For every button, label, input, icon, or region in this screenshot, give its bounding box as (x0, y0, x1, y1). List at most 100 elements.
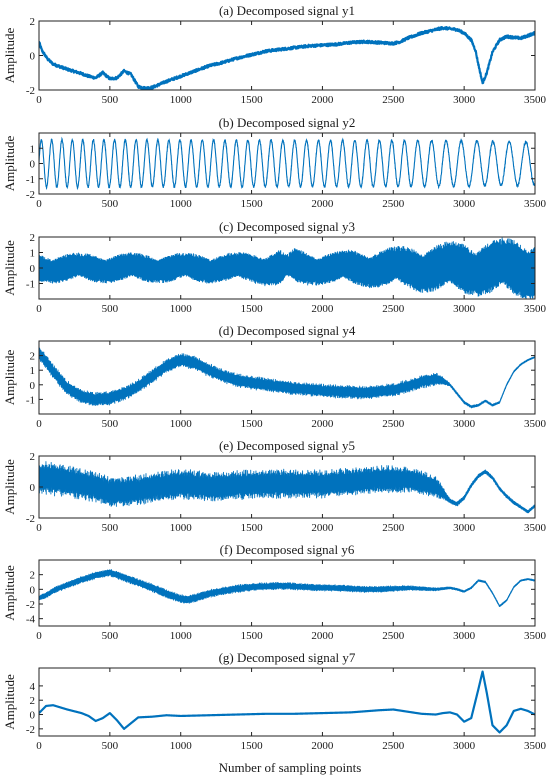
x-tick-label: 3000 (453, 198, 476, 210)
x-tick-label: 2500 (382, 198, 405, 210)
panel-g: (g) Decomposed signal y7 0 500 1000 1500 2000… (2, 650, 547, 752)
panel-a: (a) Decomposed signal y1 0 500 1000 1500 2000… (2, 3, 547, 106)
x-tick-label: 1500 (241, 94, 264, 106)
x-tick-label: 1500 (241, 418, 264, 430)
x-tick-label: 1000 (170, 303, 193, 315)
axes-frame (38, 667, 536, 737)
y-axis-label: Amplitude (2, 27, 17, 83)
series-group (39, 346, 535, 409)
x-tick-label: 500 (102, 303, 119, 315)
panel-e: (e) Decomposed signal y5 0 500 1000 1500 2000… (2, 438, 547, 534)
x-tick-label: 1000 (170, 198, 193, 210)
y-tick-label: -2 (26, 85, 35, 97)
x-tick-label: 500 (102, 522, 119, 534)
series-line (39, 461, 535, 514)
series-group (39, 670, 535, 734)
x-tick-label: 2500 (382, 94, 405, 106)
x-axis-label: Number of sampling points (219, 760, 362, 775)
x-tick-label: 1000 (170, 418, 193, 430)
x-tick-label: 2500 (382, 630, 405, 642)
x-tick-label: 2000 (311, 522, 334, 534)
y-tick-label: 0 (30, 51, 36, 63)
x-tick-label: 2000 (311, 303, 334, 315)
x-tick-label: 1500 (241, 303, 264, 315)
y-tick-label: 0 (30, 710, 36, 722)
y-axis-label: Amplitude (2, 674, 17, 730)
y-tick-label: 2 (30, 570, 36, 582)
x-tick-label: 1000 (170, 630, 193, 642)
series-group (39, 461, 535, 514)
series-line (39, 237, 535, 299)
x-tick-label: 2000 (311, 94, 334, 106)
y-axis-label: Amplitude (2, 459, 17, 515)
y-axis-label: Amplitude (2, 565, 17, 621)
axes-frame (38, 559, 536, 627)
x-tick-label: 500 (102, 418, 119, 430)
x-tick-label: 0 (36, 303, 42, 315)
x-tick-label: 1500 (241, 198, 264, 210)
x-tick-label: 500 (102, 94, 119, 106)
x-tick-label: 3500 (524, 740, 547, 752)
panel-title: (f) Decomposed signal y6 (220, 542, 355, 557)
x-tick-label: 2000 (311, 630, 334, 642)
y-tick-label: 1 (30, 365, 36, 377)
panel-c: (c) Decomposed signal y3 0 500 1000 1500 2000… (2, 219, 547, 315)
x-tick-label: 1000 (170, 522, 193, 534)
x-tick-label: 3000 (453, 418, 476, 430)
x-tick-label: 500 (102, 198, 119, 210)
y-tick-label: 2 (30, 451, 36, 463)
x-tick-label: 0 (36, 418, 42, 430)
y-tick-label: 0 (30, 263, 36, 275)
panel-title: (c) Decomposed signal y3 (219, 219, 355, 234)
panel-f: (f) Decomposed signal y6 0 500 1000 1500 2000… (2, 542, 547, 642)
x-tick-label: 0 (36, 198, 42, 210)
y-tick-label: 1 (30, 248, 36, 260)
y-tick-label: -2 (26, 724, 35, 736)
series-group (39, 569, 535, 607)
panel-title: (a) Decomposed signal y1 (219, 3, 355, 18)
y-tick-label: 2 (30, 351, 36, 363)
x-tick-label: 3000 (453, 94, 476, 106)
y-tick-label: -2 (26, 513, 35, 525)
x-tick-label: 0 (36, 94, 42, 106)
panel-title: (e) Decomposed signal y5 (219, 438, 355, 453)
x-tick-label: 3000 (453, 740, 476, 752)
panel-title: (b) Decomposed signal y2 (219, 115, 356, 130)
series-line (39, 346, 535, 409)
x-tick-label: 1000 (170, 740, 193, 752)
x-tick-label: 2000 (311, 740, 334, 752)
y-tick-label: -2 (26, 189, 35, 201)
axes-frame (38, 340, 536, 415)
panels: (a) Decomposed signal y10 500 1000 1500 2000… (2, 3, 547, 752)
x-tick-label: 3500 (524, 522, 547, 534)
series-group (39, 136, 535, 191)
x-tick-label: 2000 (311, 418, 334, 430)
y-tick-label: 0 (30, 380, 36, 392)
y-axis-label: Amplitude (2, 349, 17, 405)
x-tick-label: 3500 (524, 303, 547, 315)
x-tick-label: 0 (36, 630, 42, 642)
series-line (39, 25, 535, 90)
x-tick-label: 3500 (524, 198, 547, 210)
x-tick-label: 3000 (453, 630, 476, 642)
x-tick-label: 2000 (311, 198, 334, 210)
y-tick-label: 0 (30, 482, 36, 494)
x-tick-label: 3500 (524, 418, 547, 430)
y-tick-label: 1 (30, 143, 36, 155)
x-tick-label: 3500 (524, 630, 547, 642)
x-tick-label: 3000 (453, 303, 476, 315)
panel-title: (g) Decomposed signal y7 (219, 650, 356, 665)
x-tick-label: 3500 (524, 94, 547, 106)
x-tick-label: 0 (36, 740, 42, 752)
y-axis-label: Amplitude (2, 135, 17, 191)
panel-title: (d) Decomposed signal y4 (219, 323, 356, 338)
series-group (39, 237, 535, 299)
y-tick-label: 0 (30, 584, 36, 596)
x-tick-label: 1500 (241, 630, 264, 642)
x-tick-label: 1000 (170, 94, 193, 106)
y-tick-label: -4 (26, 614, 36, 626)
x-tick-label: 1500 (241, 740, 264, 752)
y-axis-label: Amplitude (2, 240, 17, 296)
y-tick-label: 0 (30, 159, 36, 171)
y-tick-label: 2 (30, 232, 36, 244)
